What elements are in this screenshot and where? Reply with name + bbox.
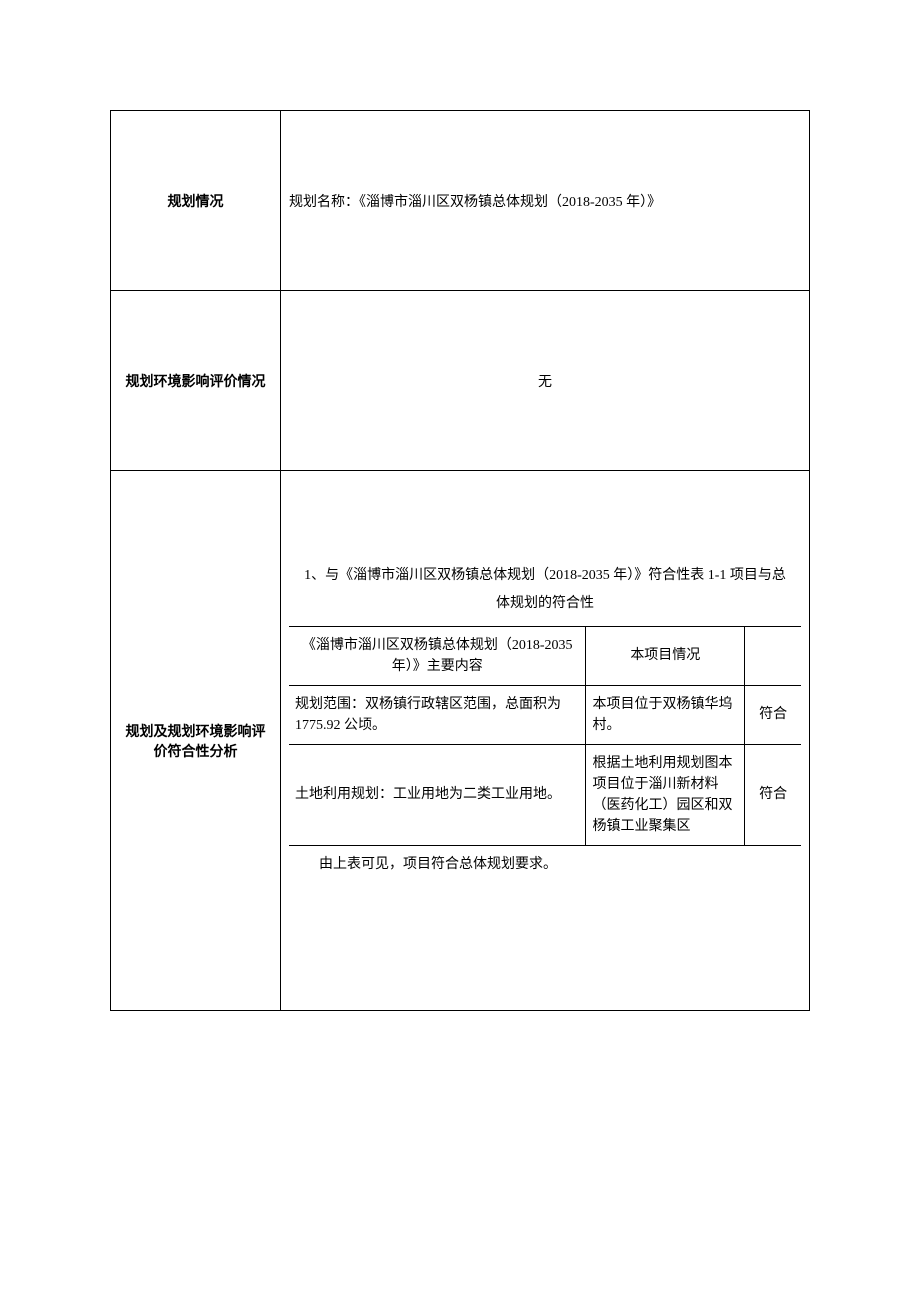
inner-row2-col-b: 根据土地利用规划图本项目位于淄川新材料（医药化工）园区和双杨镇工业聚集区 — [586, 744, 745, 845]
row-env-assessment: 规划环境影响评价情况 无 — [111, 291, 810, 471]
compliance-intro-text: 1、与《淄博市淄川区双杨镇总体规划（2018-2035 年）》符合性表 1-1 … — [289, 487, 801, 626]
inner-row1-col-c: 符合 — [745, 685, 801, 744]
label-env-assessment: 规划环境影响评价情况 — [111, 291, 281, 471]
inner-row2-col-c: 符合 — [745, 744, 801, 845]
inner-header-col-c — [745, 626, 801, 685]
inner-conclusion-cell: 由上表可见，项目符合总体规划要求。 — [289, 845, 801, 995]
content-env-assessment: 无 — [281, 291, 810, 471]
inner-row1-col-b: 本项目位于双杨镇华坞村。 — [586, 685, 745, 744]
compliance-inner-table: 《淄博市淄川区双杨镇总体规划（2018-2035 年）》主要内容 本项目情况 规… — [289, 626, 801, 995]
row-compliance-analysis: 规划及规划环境影响评价符合性分析 1、与《淄博市淄川区双杨镇总体规划（2018-… — [111, 471, 810, 1011]
inner-row1-col-a: 规划范围：双杨镇行政辖区范围，总面积为 1775.92 公顷。 — [289, 685, 586, 744]
label-compliance-analysis: 规划及规划环境影响评价符合性分析 — [111, 471, 281, 1011]
content-planning-situation: 规划名称：《淄博市淄川区双杨镇总体规划（2018-2035 年）》 — [281, 111, 810, 291]
inner-table-header-row: 《淄博市淄川区双杨镇总体规划（2018-2035 年）》主要内容 本项目情况 — [289, 626, 801, 685]
inner-row2-col-a: 土地利用规划：工业用地为二类工业用地。 — [289, 744, 586, 845]
inner-header-col-a: 《淄博市淄川区双杨镇总体规划（2018-2035 年）》主要内容 — [289, 626, 586, 685]
content-compliance-analysis: 1、与《淄博市淄川区双杨镇总体规划（2018-2035 年）》符合性表 1-1 … — [281, 471, 810, 1011]
main-table: 规划情况 规划名称：《淄博市淄川区双杨镇总体规划（2018-2035 年）》 规… — [110, 110, 810, 1011]
inner-table-conclusion-row: 由上表可见，项目符合总体规划要求。 — [289, 845, 801, 995]
inner-header-col-b: 本项目情况 — [586, 626, 745, 685]
inner-table-row-1: 规划范围：双杨镇行政辖区范围，总面积为 1775.92 公顷。 本项目位于双杨镇… — [289, 685, 801, 744]
row-planning-situation: 规划情况 规划名称：《淄博市淄川区双杨镇总体规划（2018-2035 年）》 — [111, 111, 810, 291]
inner-table-row-2: 土地利用规划：工业用地为二类工业用地。 根据土地利用规划图本项目位于淄川新材料（… — [289, 744, 801, 845]
label-planning-situation: 规划情况 — [111, 111, 281, 291]
